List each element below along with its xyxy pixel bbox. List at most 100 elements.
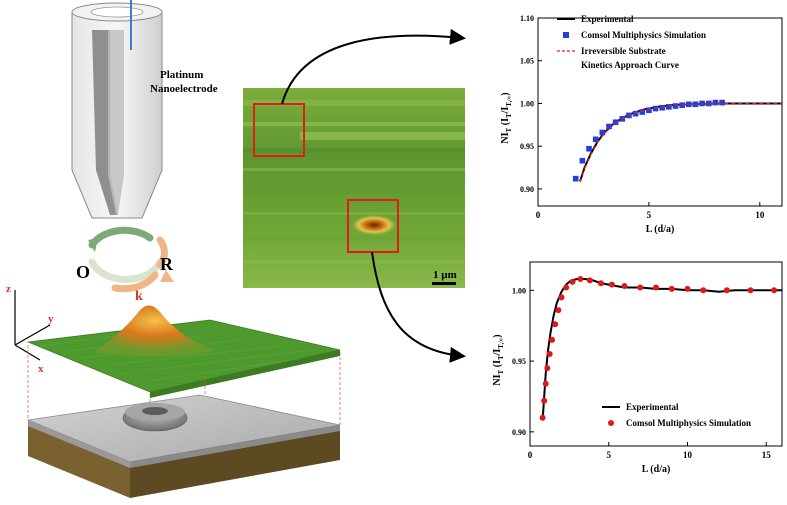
connector-arrow-top (281, 28, 466, 105)
torus-particle (122, 403, 188, 432)
y-tick-label: 1.10 (520, 14, 534, 23)
x-axis-label: L (d/a) (646, 224, 675, 235)
data-point (621, 283, 628, 290)
data-point (558, 294, 565, 301)
data-point (541, 397, 548, 404)
data-point (549, 336, 556, 343)
oxidized-species: O (76, 262, 90, 282)
legend-entry: Kinetics Approach Curve (581, 60, 679, 70)
data-point (606, 123, 612, 130)
data-point (577, 275, 584, 282)
data-point (719, 99, 725, 106)
data-point (539, 414, 546, 421)
series-dashed (579, 102, 782, 183)
scale-bar-label: 1 µm (433, 269, 457, 281)
x-axis-label: L (d/a) (642, 464, 671, 475)
data-point (639, 109, 646, 115)
axes-3d (14, 290, 51, 361)
chart-bottom: 0 5 10 15 0.90 0.95 1.00 L (d/a) NIT (IT/IT,∞) Ex… (492, 261, 783, 475)
data-point (632, 110, 639, 117)
plot-frame (529, 261, 783, 447)
data-point (572, 175, 579, 182)
legend-swatch (608, 420, 614, 426)
data-point (552, 321, 559, 328)
axis-x-label: x (38, 363, 44, 375)
y-tick-label: 1.05 (520, 57, 534, 66)
probe-label-line2: Nanoelectrode (150, 83, 218, 95)
oxidation-arrow (156, 236, 168, 269)
reduction-arrow (88, 226, 154, 249)
connector-arrow-bottom (371, 251, 466, 363)
plot-frame (537, 17, 783, 207)
arrow-left-head (88, 238, 98, 252)
data-point (668, 285, 675, 292)
afm-hotspot (352, 215, 396, 235)
data-point (700, 287, 707, 294)
data-point (653, 284, 659, 291)
data-point (723, 287, 730, 294)
data-point (686, 101, 692, 108)
data-point (546, 351, 553, 357)
data-point (612, 119, 619, 126)
y-tick-label: 0.95 (512, 357, 526, 366)
y-tick-label: 0.95 (520, 142, 534, 151)
afm-roi-box-1 (253, 103, 305, 157)
data-point (555, 307, 562, 314)
nanoelectrode-probe (71, 0, 163, 219)
y-tick-label: 0.90 (520, 185, 534, 194)
chart-top: 0 5 10 0.90 0.95 1.00 1.05 1.10 L (d/a) NIT (IT/I… (500, 14, 783, 235)
y-tick-label: 1.00 (512, 286, 526, 295)
y-tick-label: 0.90 (512, 428, 526, 437)
x-tick-label: 10 (683, 450, 693, 460)
x-tick-label: 5 (647, 210, 652, 220)
x-tick-label: 10 (755, 210, 765, 220)
legend-swatch (563, 32, 569, 38)
axis-z-label: z (6, 283, 11, 295)
redox-cycle (88, 226, 174, 293)
data-point (747, 287, 754, 294)
data-point (706, 100, 712, 107)
data-point (699, 100, 705, 107)
arrow-right-head (160, 270, 174, 282)
data-point (569, 278, 576, 285)
scale-bar (432, 282, 456, 285)
data-point (586, 145, 592, 152)
data-point (771, 287, 778, 294)
data-point (637, 284, 644, 291)
data-point (608, 281, 615, 288)
legend-entry: Comsol Multiphysics Simulation (626, 418, 751, 428)
y-tick-label: 1.00 (520, 99, 534, 108)
data-point (597, 280, 604, 287)
series-line (541, 278, 782, 421)
y-axis-label: NIT (IT/IT,∞) (492, 334, 505, 385)
reduced-species: R (160, 254, 174, 274)
data-point (592, 136, 599, 143)
x-tick-label: 0 (536, 210, 541, 220)
data-point (586, 277, 593, 284)
axis-y-label: y (48, 313, 54, 325)
topography-surface-3d (26, 305, 341, 398)
data-point (563, 284, 570, 291)
data-point (542, 380, 549, 387)
probe-label-line1: Platinum (160, 69, 203, 81)
rate-constant-label: k (135, 289, 143, 304)
y-axis-label: NIT (IT/IT,∞) (500, 92, 513, 143)
data-point (684, 285, 691, 292)
x-tick-label: 15 (762, 450, 772, 460)
legend-entry: Irreversible Substrate (581, 46, 666, 56)
series-line (579, 102, 782, 182)
legend-entry: Experimental (626, 402, 679, 412)
legend-entry: Comsol Multiphysics Simulation (581, 30, 706, 40)
data-point (679, 102, 685, 108)
afm-image (243, 88, 465, 288)
x-tick-label: 5 (607, 450, 612, 460)
data-point (579, 157, 586, 164)
data-point (646, 107, 652, 114)
data-point (692, 101, 699, 108)
data-point (544, 365, 551, 372)
substrate-slab (26, 394, 341, 498)
surface-peak (95, 305, 215, 357)
data-point (712, 99, 719, 106)
x-tick-label: 0 (528, 450, 533, 460)
